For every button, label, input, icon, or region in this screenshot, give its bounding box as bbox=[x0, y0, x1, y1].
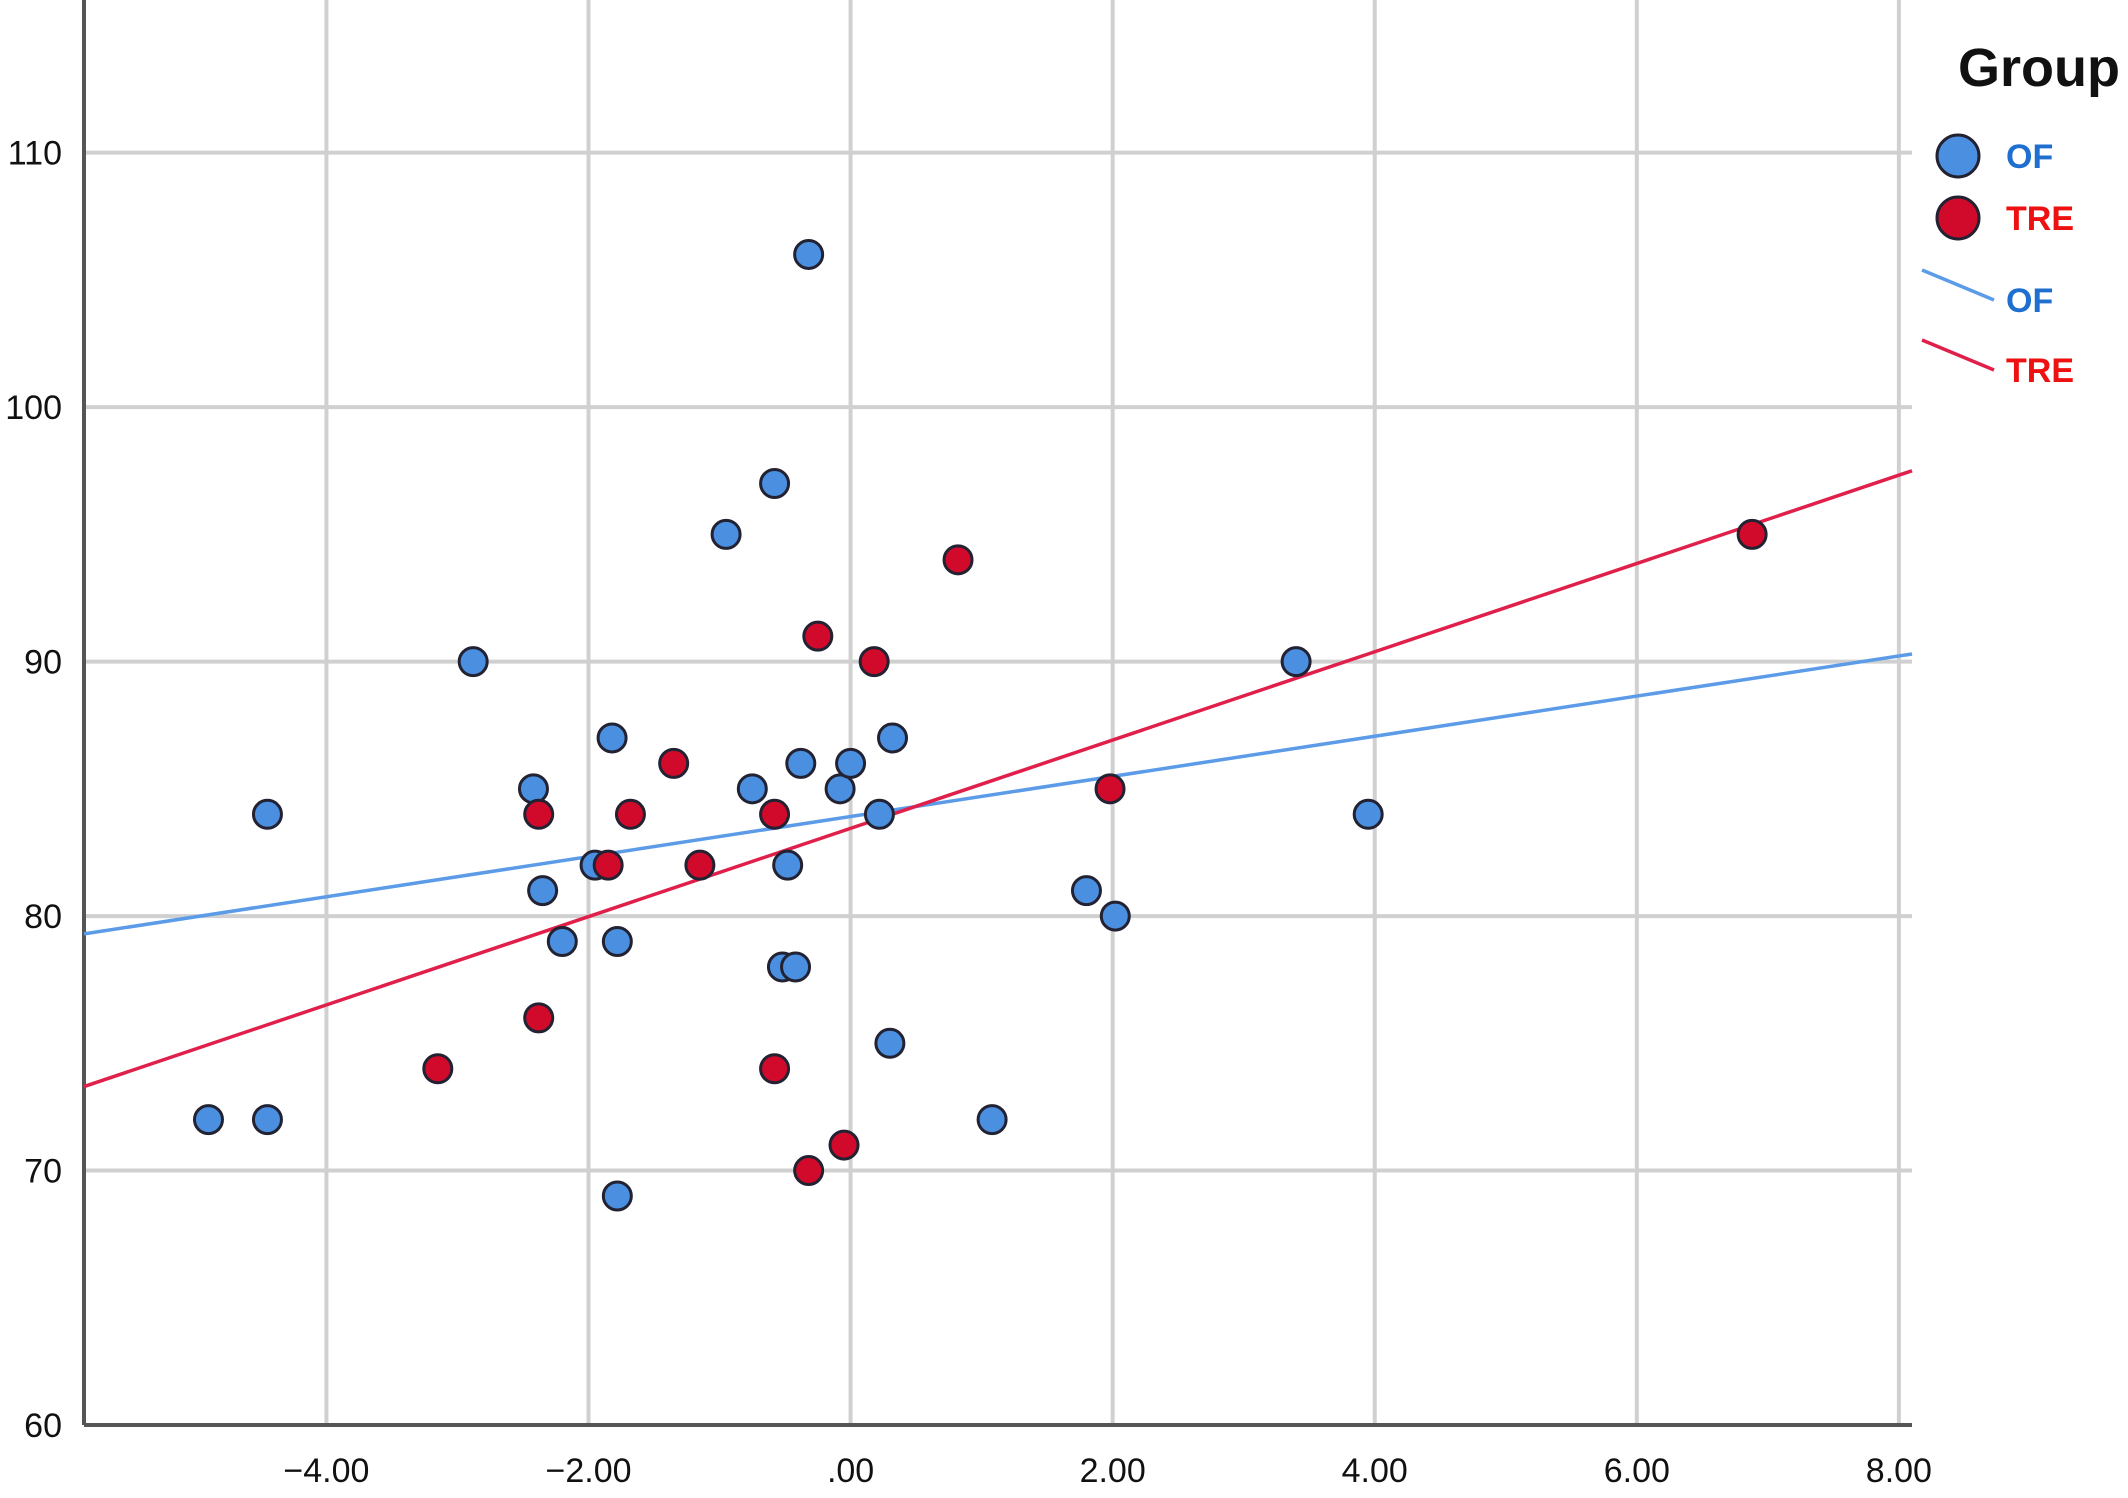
x-tick-label: .00 bbox=[827, 1452, 874, 1490]
point-of bbox=[874, 1027, 906, 1059]
point-tre bbox=[592, 849, 624, 881]
legend-marker-tre bbox=[1935, 195, 1981, 241]
point-tre bbox=[858, 646, 890, 678]
x-tick-label: 2.00 bbox=[1080, 1452, 1146, 1490]
y-gridlines bbox=[84, 150, 1912, 1173]
point-tre bbox=[658, 747, 690, 779]
point-tre bbox=[759, 1053, 791, 1085]
legend-label-of: OF bbox=[2006, 138, 2053, 176]
point-of bbox=[596, 722, 628, 754]
point-of bbox=[517, 773, 549, 805]
point-of bbox=[772, 849, 804, 881]
point-tre bbox=[1094, 773, 1126, 805]
legend-label-tre: TRE bbox=[2006, 352, 2074, 390]
y-tick-label: 70 bbox=[24, 1153, 62, 1191]
point-tre bbox=[793, 1155, 825, 1187]
x-tick-label: 4.00 bbox=[1342, 1452, 1408, 1490]
point-of bbox=[601, 926, 633, 958]
point-tre bbox=[684, 849, 716, 881]
data-points bbox=[192, 238, 1768, 1212]
y-tick-label: 110 bbox=[8, 135, 62, 173]
point-of bbox=[793, 238, 825, 270]
point-tre bbox=[802, 620, 834, 652]
point-tre bbox=[828, 1129, 860, 1161]
point-of bbox=[759, 467, 791, 499]
point-of bbox=[1099, 900, 1131, 932]
x-gridlines bbox=[324, 0, 1901, 1425]
point-of bbox=[251, 798, 283, 830]
legend-label-tre: TRE bbox=[2006, 200, 2074, 238]
point-tre bbox=[523, 1002, 555, 1034]
x-tick-labels: −4.00 −2.00 .00 2.00 4.00 6.00 8.00 bbox=[283, 1452, 1932, 1490]
x-tick-label: 6.00 bbox=[1604, 1452, 1670, 1490]
point-of bbox=[527, 875, 559, 907]
point-of bbox=[251, 1104, 283, 1136]
point-tre bbox=[759, 798, 791, 830]
point-of bbox=[1070, 875, 1102, 907]
y-tick-label: 80 bbox=[24, 898, 62, 936]
point-of bbox=[601, 1180, 633, 1212]
point-of bbox=[1280, 646, 1312, 678]
point-tre bbox=[523, 798, 555, 830]
legend-title: Group bbox=[1958, 38, 2120, 98]
point-tre bbox=[614, 798, 646, 830]
point-of bbox=[863, 798, 895, 830]
point-tre bbox=[422, 1053, 454, 1085]
point-of bbox=[192, 1104, 224, 1136]
x-tick-label: 8.00 bbox=[1866, 1452, 1932, 1490]
point-of bbox=[546, 926, 578, 958]
fit-lines bbox=[83, 469, 1913, 1089]
point-of bbox=[835, 747, 867, 779]
point-of bbox=[785, 747, 817, 779]
y-tick-labels: 60 70 80 90 100 110 bbox=[5, 135, 62, 1445]
fit-line-tre bbox=[83, 469, 1913, 1089]
point-of bbox=[710, 518, 742, 550]
x-tick-label: −2.00 bbox=[545, 1452, 631, 1490]
axes bbox=[82, 0, 1912, 1427]
point-of bbox=[736, 773, 768, 805]
fit-line-of bbox=[83, 652, 1913, 936]
point-tre bbox=[942, 544, 974, 576]
legend-line-of bbox=[1921, 268, 1995, 302]
y-tick-label: 90 bbox=[24, 644, 62, 682]
point-of bbox=[976, 1104, 1008, 1136]
point-of bbox=[877, 722, 909, 754]
legend-marker-of bbox=[1935, 133, 1981, 179]
legend-label-of: OF bbox=[2006, 282, 2053, 320]
point-tre bbox=[1736, 518, 1768, 550]
y-tick-label: 60 bbox=[24, 1407, 62, 1445]
point-of bbox=[780, 951, 812, 983]
y-tick-label: 100 bbox=[5, 389, 62, 427]
x-tick-label: −4.00 bbox=[283, 1452, 369, 1490]
point-of bbox=[1352, 798, 1384, 830]
legend: Group OF TRE OF TRE bbox=[1921, 38, 2120, 390]
point-of bbox=[457, 646, 489, 678]
legend-line-tre bbox=[1921, 338, 1995, 372]
point-of bbox=[824, 773, 856, 805]
